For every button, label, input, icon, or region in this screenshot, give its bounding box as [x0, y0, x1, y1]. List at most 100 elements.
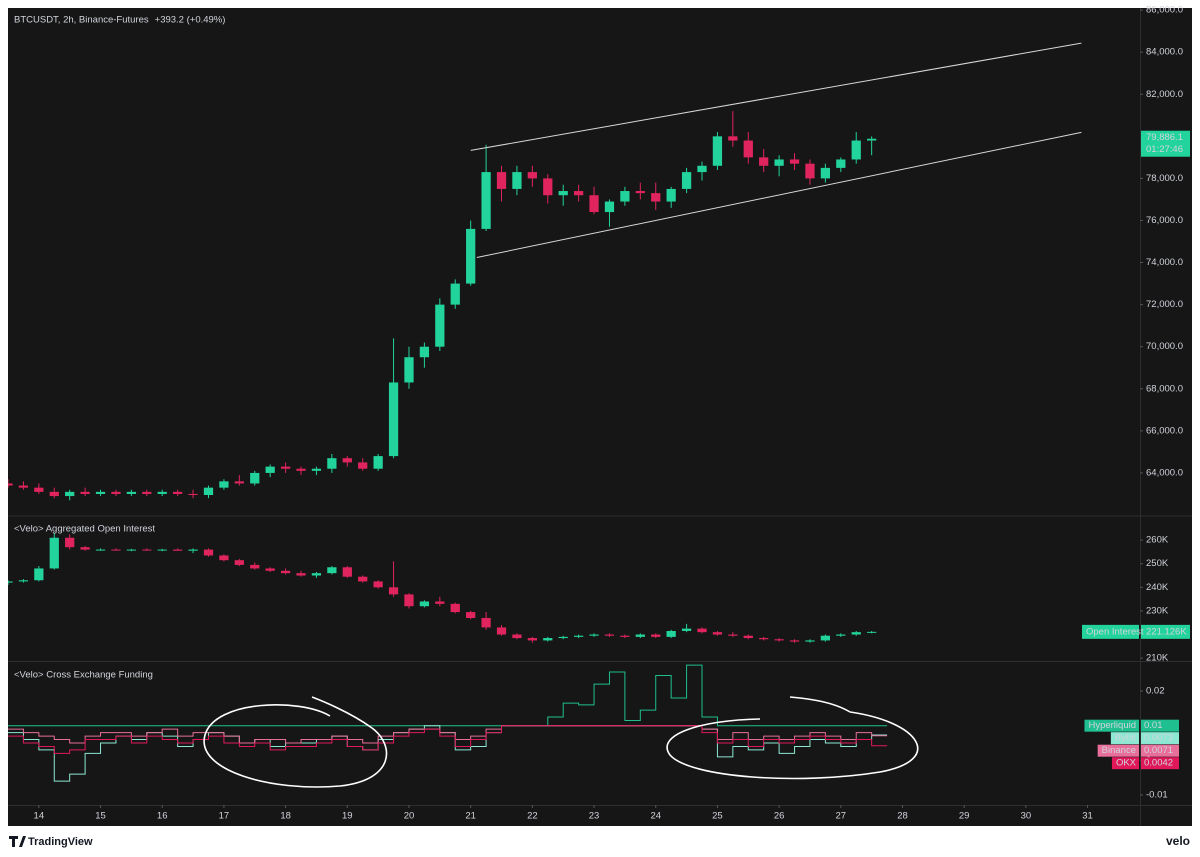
candle-body — [604, 201, 615, 213]
candle-body — [558, 636, 568, 639]
candle-body — [435, 304, 445, 347]
y-tick-label: 84,000.0 — [1146, 47, 1183, 58]
candle-body — [512, 634, 522, 639]
candle-body — [280, 466, 291, 469]
x-tick-label: 14 — [34, 811, 45, 822]
tradingview-icon — [9, 836, 26, 847]
candle-body — [543, 638, 553, 641]
candle-body — [527, 172, 537, 179]
hand-drawn-ellipse — [666, 696, 919, 780]
x-tick-label: 17 — [219, 811, 230, 822]
candle-body — [219, 555, 229, 561]
candle-body — [496, 172, 507, 189]
candle-body — [49, 537, 59, 569]
candle-body — [219, 481, 229, 488]
last-value-name-box — [1082, 624, 1139, 639]
candle-body — [759, 157, 769, 166]
y-tick-label: 210K — [1146, 653, 1169, 664]
candle-body — [80, 547, 90, 550]
y-tick-label: 82,000.0 — [1146, 89, 1183, 100]
series-name-box — [1111, 757, 1139, 770]
last-value-box — [1141, 624, 1190, 639]
candle-body — [373, 456, 383, 469]
x-tick-label: 18 — [280, 811, 291, 822]
series-value-box — [1141, 719, 1179, 732]
candle-body — [697, 628, 707, 633]
candle-body — [234, 481, 244, 484]
series-name-label: Hyperliquid — [1088, 720, 1136, 731]
x-tick-label: 30 — [1021, 811, 1032, 822]
series-name-label: OKX — [1116, 758, 1137, 769]
candle-body — [95, 549, 106, 551]
candle-body — [712, 136, 723, 166]
candle-body — [651, 193, 661, 202]
candle-body — [512, 172, 522, 189]
trendline — [470, 42, 1082, 151]
candle-body — [759, 638, 769, 640]
y-tick-label: 240K — [1146, 582, 1169, 593]
series-name-box — [1110, 732, 1139, 745]
candle-body — [450, 283, 460, 305]
x-tick-label: 19 — [342, 811, 353, 822]
candle-body — [481, 617, 491, 628]
candle-body — [358, 576, 368, 582]
candle-body — [265, 466, 275, 473]
x-tick-label: 20 — [404, 811, 415, 822]
candle-body — [8, 483, 13, 486]
candle-body — [404, 594, 414, 607]
y-tick-label: 68,000.0 — [1146, 383, 1183, 394]
candle-body — [18, 580, 29, 582]
y-tick-label: 0.02 — [1146, 686, 1165, 697]
series-value-label: 0.0071 — [1144, 745, 1173, 756]
candle-body — [126, 549, 137, 551]
series-value-label: 0.01 — [1144, 720, 1163, 731]
x-tick-label: 23 — [589, 811, 600, 822]
candle-body — [34, 487, 44, 492]
last-value-name: Open Interest — [1086, 626, 1144, 637]
candle-body — [388, 587, 399, 595]
y-tick-label: 74,000.0 — [1146, 257, 1183, 268]
candle-body — [651, 634, 661, 637]
candle-body — [496, 627, 507, 635]
candle-body — [743, 140, 753, 158]
candle-body — [712, 632, 723, 635]
footer-logo: TradingView — [9, 836, 93, 848]
candle-body — [342, 458, 352, 463]
candle-body — [805, 640, 815, 642]
candle-body — [65, 491, 75, 497]
candle-body — [774, 159, 784, 166]
candle-body — [558, 191, 568, 196]
x-tick-label: 25 — [712, 811, 723, 822]
pane-title: <Velo> Cross Exchange Funding — [14, 670, 153, 681]
hand-drawn-ellipse — [203, 696, 388, 788]
candle-body — [142, 491, 152, 494]
candle-body — [327, 567, 337, 574]
candle-body — [589, 634, 599, 636]
candle-body — [681, 628, 692, 631]
candle-body — [574, 635, 584, 637]
candle-body — [836, 159, 846, 168]
candle-body — [126, 491, 137, 494]
candle-body — [388, 382, 399, 457]
candle-body — [543, 178, 553, 196]
pane — [8, 111, 877, 501]
x-tick-label: 29 — [959, 811, 970, 822]
candle-body — [34, 568, 44, 581]
last-price-box — [1141, 130, 1190, 157]
pane-title: BTCUSDT, 2h, Binance-Futures — [14, 15, 149, 26]
candle-body — [234, 560, 244, 565]
candle-body — [743, 635, 753, 639]
candle-body — [265, 568, 275, 571]
candle-body — [728, 136, 738, 141]
candle-body — [435, 601, 445, 604]
pane — [8, 533, 877, 643]
pane-title: <Velo> Aggregated Open Interest — [14, 524, 155, 535]
y-tick-label: 86,000.0 — [1146, 5, 1183, 16]
candle-body — [296, 468, 306, 471]
candle-body — [481, 172, 491, 229]
y-tick-label: 250K — [1146, 558, 1169, 569]
series-value-box — [1141, 757, 1179, 770]
x-tick-label: 15 — [95, 811, 106, 822]
x-tick-label: 24 — [650, 811, 661, 822]
